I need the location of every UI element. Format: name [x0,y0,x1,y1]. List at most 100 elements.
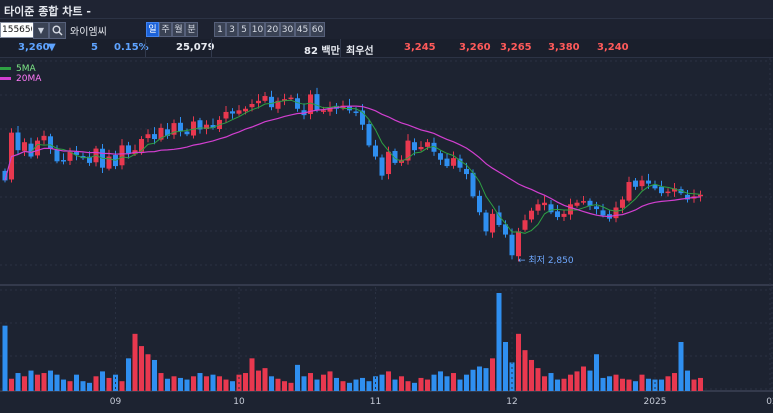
volume-bar [652,379,658,391]
candle-body [223,111,229,119]
volume-bar [158,373,164,391]
candle-body [698,194,703,197]
volume-bar [594,354,599,391]
candle-body [269,96,274,108]
search-button[interactable] [49,22,66,39]
volume-bar [217,376,222,391]
volume-bar [698,377,703,391]
volume-bar [282,381,287,391]
period-button[interactable]: 월 [172,22,185,37]
volume-bar [28,370,34,391]
volume-bar [444,376,450,391]
candle-body [373,145,378,157]
volume-bar [321,374,326,391]
candle-body [327,107,333,112]
volume-bar [431,374,437,391]
candle-body [360,110,365,125]
search-icon [52,25,63,36]
volume-bar [607,376,612,391]
volume-bar [191,376,196,391]
candle-body [626,182,632,201]
candle-body [87,156,92,163]
volume-bar [15,373,21,391]
volume-bar [132,333,138,391]
quote-price-2: 3,260 [459,42,491,53]
candle-body [48,136,53,149]
candle-body [555,211,560,218]
price-volume-chart[interactable]: ← 최저 2,850 09 10 11 12 2025 02 [0,58,773,409]
divider [340,39,341,57]
stock-code-input[interactable] [0,22,34,38]
candle-body [568,204,573,215]
period-button[interactable]: 3 [226,22,238,37]
chevron-down-icon[interactable]: ▼ [33,22,49,39]
ma20-line [4,105,701,218]
candle-body [496,212,502,226]
volume-bar [347,382,352,391]
period-button[interactable]: 5 [238,22,250,37]
volume-bar [392,379,398,391]
candle-body [139,139,144,152]
volume-bar [197,373,203,391]
candle-body [646,180,651,184]
period-button[interactable]: 1 [214,22,226,37]
volume-bar [405,381,411,391]
quote-price-1: 3,245 [404,42,436,53]
candle-body [535,204,541,211]
period-button[interactable]: 분 [185,22,198,37]
window-titlebar: 타이준 종합 차트 - [0,0,773,19]
x-tick-label: 10 [233,397,245,407]
candle-body [15,132,21,151]
volume-bar [633,381,638,391]
period-button[interactable]: 일 [146,22,159,37]
ma20-swatch [0,77,11,80]
candle-body [145,134,151,139]
candle-body [542,202,547,206]
volume-bar [9,378,14,391]
volume-value: 25,079 [176,42,215,53]
period-button[interactable]: 30 [280,22,295,37]
volume-bar [139,346,144,391]
candle-body [665,191,671,194]
volume-bar [171,376,177,391]
toolbar [0,19,773,39]
candle-body [366,124,372,146]
candle-body [490,213,495,233]
volume-bar [243,373,248,391]
change-percent: 0.15% [114,42,149,53]
candle-body [509,234,515,256]
candle-body [464,168,469,175]
price-change: 5 [91,42,98,53]
candle-body [353,111,359,113]
candle-body [418,146,424,150]
candle-body [483,212,489,232]
trade-value: 82 백만 [304,46,340,57]
x-tick-label: 12 [506,397,517,407]
volume-bar [457,379,463,391]
volume-bar [613,374,619,391]
candle-body [581,201,586,203]
candle-body [379,157,385,176]
period-button[interactable]: 60 [310,22,325,37]
candle-body [119,145,125,166]
candle-body [191,121,196,136]
candle-body [249,103,255,108]
volume-bar [522,350,528,391]
period-button[interactable]: 45 [295,22,310,37]
volume-bar [483,368,489,391]
quote-price-4: 3,380 [548,42,580,53]
period-button[interactable]: 20 [265,22,280,37]
candle-body [529,210,534,220]
candle-body [438,153,443,160]
volume-bar [529,359,534,391]
period-button[interactable]: 10 [250,22,265,37]
period-button[interactable]: 주 [159,22,172,37]
volume-bar [327,371,333,391]
candle-body [457,158,463,168]
candle-body [178,122,183,132]
volume-bar [587,370,593,391]
candle-body [405,140,411,161]
chart-area[interactable]: ← 최저 2,850 09 10 11 12 2025 02 5MA 20MA [0,58,773,409]
x-tick-label: 2025 [644,397,667,407]
volume-bar [425,379,430,391]
